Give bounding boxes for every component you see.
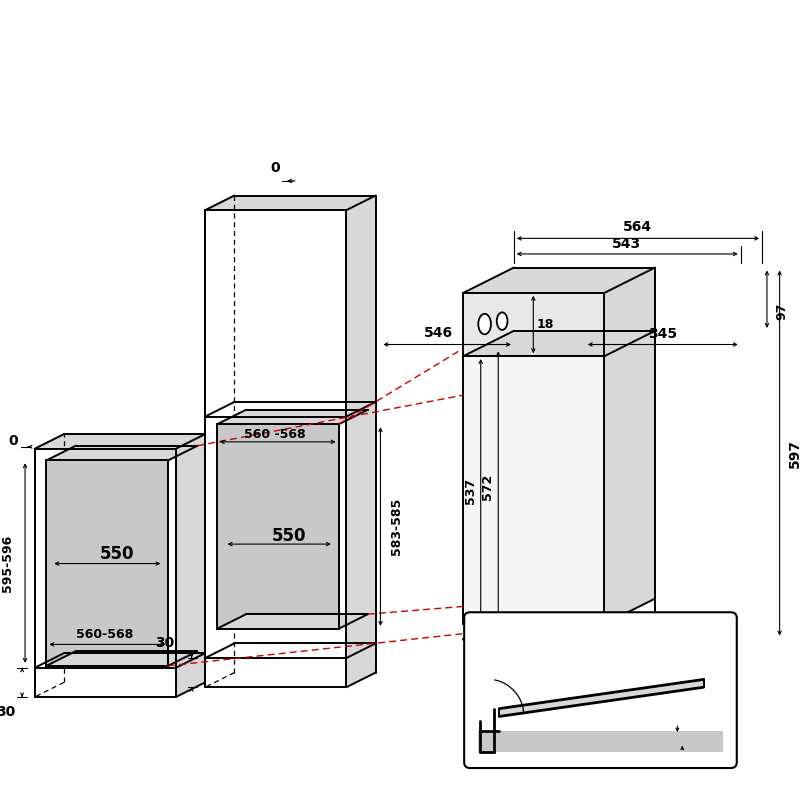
- Polygon shape: [176, 434, 205, 697]
- Polygon shape: [217, 410, 368, 424]
- Polygon shape: [34, 434, 205, 449]
- Text: 20: 20: [499, 678, 517, 692]
- Polygon shape: [478, 731, 723, 753]
- Polygon shape: [217, 614, 368, 629]
- Text: 462: 462: [588, 622, 617, 637]
- Polygon shape: [463, 331, 655, 356]
- Polygon shape: [205, 195, 375, 210]
- Text: 550: 550: [272, 527, 306, 546]
- Text: 7: 7: [560, 642, 569, 654]
- Text: 30: 30: [0, 705, 15, 718]
- Polygon shape: [463, 624, 604, 638]
- Polygon shape: [46, 460, 168, 666]
- Text: 537: 537: [463, 478, 477, 504]
- Text: 546: 546: [424, 326, 454, 340]
- Text: 345: 345: [648, 326, 678, 341]
- Polygon shape: [463, 293, 604, 624]
- Text: 10: 10: [678, 742, 696, 755]
- Text: 0: 0: [270, 162, 280, 175]
- Text: 560-568: 560-568: [76, 628, 134, 641]
- Polygon shape: [46, 651, 198, 666]
- Text: 595-596: 595-596: [1, 535, 14, 592]
- Polygon shape: [499, 679, 704, 717]
- Polygon shape: [604, 267, 655, 624]
- Text: 97: 97: [775, 302, 788, 320]
- Polygon shape: [463, 293, 604, 356]
- Polygon shape: [46, 446, 198, 460]
- Text: 550: 550: [99, 545, 134, 563]
- Text: 543: 543: [612, 238, 642, 251]
- Polygon shape: [463, 267, 655, 293]
- Text: 560 -568: 560 -568: [245, 427, 306, 441]
- Polygon shape: [346, 195, 375, 687]
- Text: 595: 595: [632, 662, 661, 677]
- Text: 572: 572: [481, 474, 494, 500]
- Text: 597: 597: [788, 439, 800, 468]
- Ellipse shape: [497, 312, 507, 330]
- Text: 89°: 89°: [522, 686, 545, 698]
- Polygon shape: [217, 424, 338, 629]
- Ellipse shape: [478, 314, 491, 334]
- Text: 30: 30: [154, 637, 174, 650]
- Text: 583-585: 583-585: [390, 498, 403, 555]
- Text: 18: 18: [536, 318, 554, 330]
- FancyBboxPatch shape: [464, 612, 737, 768]
- Text: 0: 0: [666, 725, 675, 738]
- Text: 564: 564: [623, 220, 652, 234]
- Text: 0: 0: [9, 434, 18, 448]
